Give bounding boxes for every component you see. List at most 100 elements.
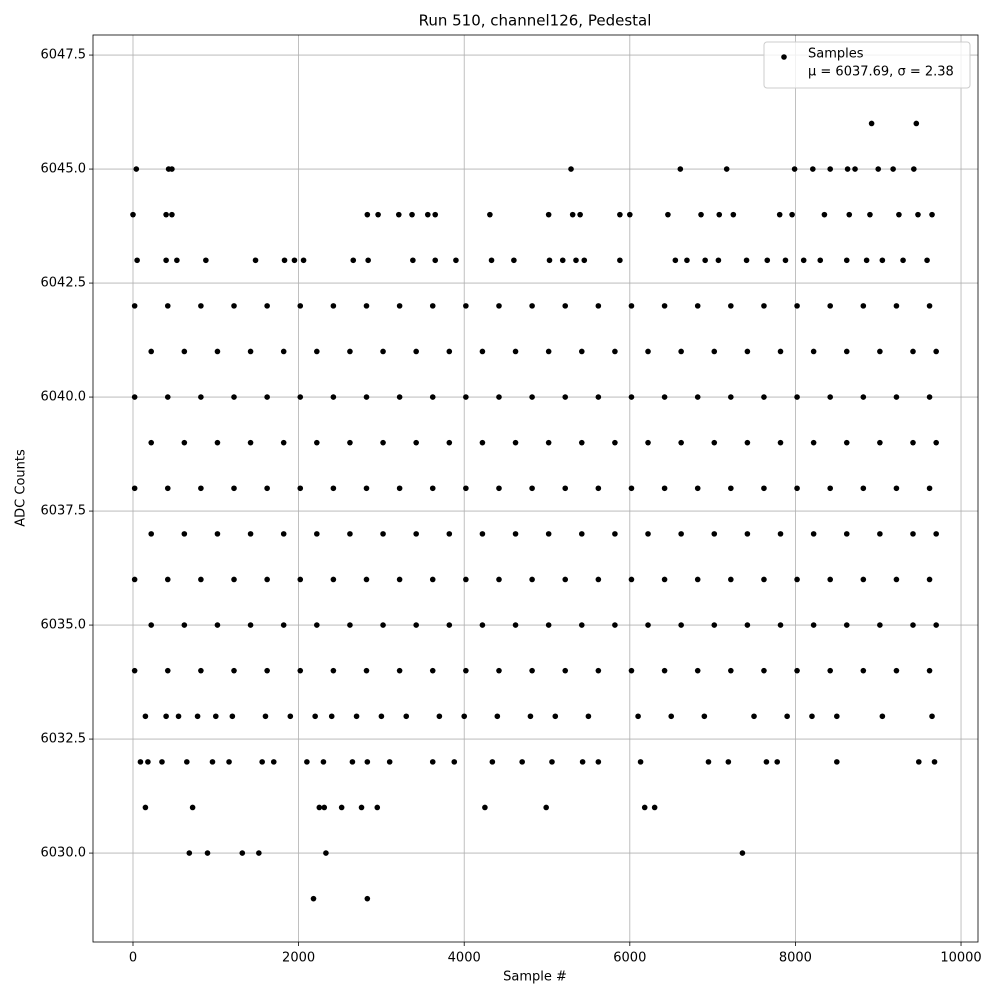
data-point: [463, 576, 469, 583]
data-point: [577, 211, 583, 218]
data-point: [728, 485, 734, 492]
data-point: [316, 804, 323, 811]
data-point: [297, 576, 304, 583]
data-point: [595, 576, 602, 583]
data-point: [628, 303, 635, 309]
data-point: [843, 622, 850, 628]
data-point: [661, 303, 668, 309]
data-point: [678, 622, 684, 628]
data-point: [645, 439, 651, 446]
data-point: [264, 667, 270, 674]
data-point: [926, 394, 933, 400]
data-point: [194, 713, 201, 720]
data-point: [931, 759, 938, 765]
data-point: [169, 211, 175, 218]
data-point: [810, 439, 817, 446]
legend-label: Samples: [808, 47, 864, 62]
data-point: [579, 759, 586, 765]
data-point: [893, 667, 900, 674]
chart-title: Run 510, channel126, Pedestal: [419, 12, 652, 30]
data-point: [827, 485, 833, 492]
data-point: [413, 531, 419, 537]
data-point: [661, 576, 668, 583]
plot-frame: [92, 34, 979, 943]
data-point: [751, 713, 757, 720]
data-point: [321, 804, 328, 811]
data-point: [304, 759, 310, 765]
data-point: [744, 622, 751, 628]
data-point: [446, 439, 453, 446]
data-point: [890, 166, 896, 172]
y-tick-label: 6045.0: [41, 162, 87, 177]
data-point: [164, 576, 171, 583]
data-point: [203, 257, 209, 264]
data-point: [933, 622, 939, 628]
data-point: [131, 576, 138, 583]
data-point: [231, 485, 237, 492]
data-point: [159, 759, 165, 765]
data-point: [585, 713, 592, 720]
data-point: [665, 211, 671, 218]
data-point: [347, 439, 353, 446]
x-axis-label: Sample #: [503, 970, 567, 985]
data-point: [800, 257, 807, 264]
data-point: [661, 485, 668, 492]
data-point: [728, 303, 734, 309]
data-point: [715, 257, 722, 264]
data-point: [338, 804, 345, 811]
data-point: [239, 850, 246, 856]
data-point: [794, 667, 800, 674]
data-point: [702, 257, 708, 264]
data-point: [463, 303, 469, 309]
data-point: [784, 713, 790, 720]
data-point: [349, 759, 356, 765]
data-point: [214, 531, 221, 537]
data-point: [705, 759, 712, 765]
data-point: [915, 211, 921, 218]
data-point: [744, 531, 751, 537]
data-point: [672, 257, 679, 264]
data-point: [148, 348, 155, 355]
data-point: [496, 667, 502, 674]
data-point: [424, 211, 431, 218]
data-point: [374, 804, 381, 811]
data-point: [479, 439, 486, 446]
data-point: [297, 303, 304, 309]
data-point: [512, 531, 519, 537]
data-point: [247, 439, 254, 446]
data-point: [280, 348, 287, 355]
legend-box: [763, 41, 971, 89]
data-point: [896, 211, 902, 218]
data-point: [198, 303, 204, 309]
data-point: [280, 439, 287, 446]
data-point: [879, 713, 886, 720]
data-point: [860, 394, 867, 400]
data-point: [198, 394, 204, 400]
data-point: [395, 211, 402, 218]
data-point: [446, 622, 453, 628]
data-point: [264, 303, 270, 309]
data-point: [496, 394, 502, 400]
data-point: [314, 531, 320, 537]
data-point: [496, 576, 502, 583]
data-point: [432, 211, 439, 218]
data-point: [578, 531, 585, 537]
data-point: [684, 257, 690, 264]
data-point: [198, 667, 204, 674]
data-point: [810, 166, 816, 172]
data-point: [546, 257, 553, 264]
data-point: [479, 531, 486, 537]
data-point: [479, 622, 486, 628]
data-point: [312, 713, 318, 720]
data-point: [529, 303, 535, 309]
data-point: [529, 485, 535, 492]
data-point: [131, 485, 138, 492]
data-point: [264, 394, 270, 400]
data-point: [764, 257, 771, 264]
data-point: [214, 439, 221, 446]
data-point: [487, 211, 493, 218]
data-point: [628, 394, 635, 400]
data-point: [209, 759, 216, 765]
data-point: [134, 257, 140, 264]
data-point: [562, 576, 569, 583]
